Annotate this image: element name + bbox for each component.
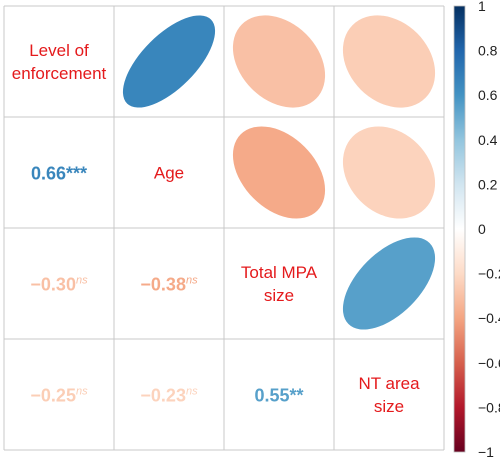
- coefficient-value: −0.25: [30, 386, 76, 406]
- significance-marker: ***: [66, 164, 87, 184]
- coefficient-value: −0.23: [140, 386, 186, 406]
- coefficient-value: −0.30: [30, 275, 76, 295]
- diagonal-variable-labels: Level of enforcement Age Total MPA size NT ar…: [12, 41, 420, 416]
- correlation-ellipse-r0-c2: [232, 15, 326, 108]
- colorbar-tick-label: 1: [478, 0, 486, 14]
- coefficient-label-r3-c0: −0.25ns: [30, 386, 88, 406]
- coefficient-label-r3-c1: −0.23ns: [140, 386, 198, 406]
- colorbar-tick-label: 0.8: [478, 43, 498, 59]
- diagonal-label-1-line-0: Age: [154, 164, 184, 183]
- lower-triangle-coefficients: 0.66***−0.30ns −0.38ns−0.25ns −0.23ns 0.55*…: [30, 164, 303, 406]
- matrix-grid: [3, 5, 445, 451]
- diagonal-label-3-line-1: size: [374, 397, 404, 416]
- coefficient-value: 0.66: [31, 164, 66, 184]
- diagonal-label-2-line-1: size: [264, 286, 294, 305]
- correlation-ellipse-r1-c3: [342, 126, 436, 219]
- upper-triangle-ellipses: [122, 15, 436, 330]
- coefficient-value: −0.38: [140, 275, 186, 295]
- coefficient-label-r2-c0: −0.30ns: [30, 275, 88, 295]
- colorbar-tick-label: 0.2: [478, 176, 498, 192]
- colorbar-tick-label: −0.4: [478, 310, 500, 326]
- coefficient-label-r3-c2: 0.55**: [254, 386, 303, 406]
- colorbar-tick-label: 0.6: [478, 87, 498, 103]
- significance-marker: ns: [76, 275, 88, 287]
- correlation-ellipse-r0-c3: [342, 15, 436, 108]
- diagonal-label-2-line-0: Total MPA: [241, 263, 318, 282]
- diagonal-label-0-line-0: Level of: [29, 41, 89, 60]
- correlation-ellipse-r0-c1: [122, 15, 216, 108]
- significance-marker: **: [290, 386, 304, 406]
- colorbar-tick-label: 0.4: [478, 132, 498, 148]
- coefficient-label-r2-c1: −0.38ns: [140, 275, 198, 295]
- correlation-ellipse-r2-c3: [342, 237, 436, 330]
- colorbar-tick-label: −0.6: [478, 355, 500, 371]
- diagonal-label-3-line-0: NT area: [358, 374, 420, 393]
- significance-marker: ns: [76, 386, 88, 398]
- colorbar-gradient-bar: [453, 5, 466, 453]
- coefficient-label-r1-c0: 0.66***: [31, 164, 87, 184]
- significance-marker: ns: [186, 386, 198, 398]
- colorbar-tick-label: −0.8: [478, 399, 500, 415]
- significance-marker: ns: [186, 275, 198, 287]
- colorbar-legend: 1 0.8 0.6 0.4 0.2 0 −0.2 −0.4 −0.6 −0.8 −1: [453, 0, 500, 460]
- colorbar-tick-label: 0: [478, 221, 486, 237]
- diagonal-label-0-line-1: enforcement: [12, 64, 107, 83]
- colorbar-tick-label: −0.2: [478, 266, 500, 282]
- correlation-ellipse-r1-c2: [232, 126, 326, 219]
- colorbar-tick-label: −1: [478, 444, 494, 460]
- coefficient-value: 0.55: [254, 386, 289, 406]
